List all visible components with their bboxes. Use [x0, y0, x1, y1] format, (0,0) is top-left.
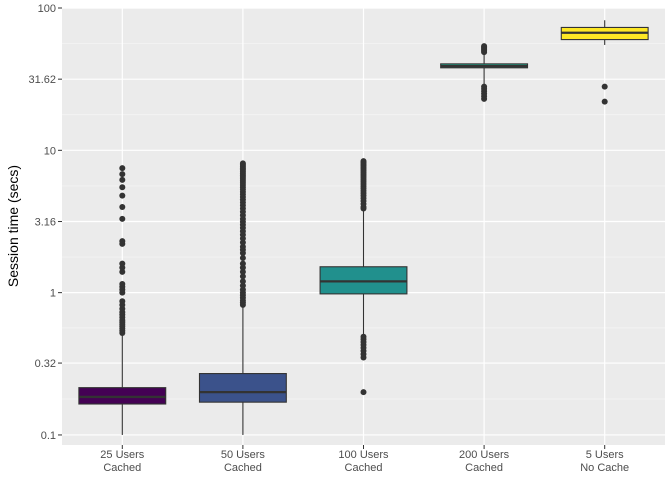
x-tick-label-line1: 25 Users: [100, 449, 145, 461]
outlier-point: [119, 176, 126, 183]
outlier-point: [239, 278, 246, 285]
y-tick-label: 1: [50, 288, 56, 300]
outlier-point: [239, 243, 246, 250]
y-tick-label: 100: [38, 3, 56, 15]
box-group: [78, 165, 167, 435]
y-tick-label: 10: [44, 145, 56, 157]
outlier-point: [239, 273, 246, 280]
x-tick-label-line2: No Cache: [580, 462, 629, 474]
outlier-point: [119, 171, 126, 178]
box: [198, 373, 287, 403]
outlier-point: [360, 333, 367, 340]
box-series: [78, 20, 649, 435]
x-tick-label-line1: 50 Users: [221, 449, 266, 461]
x-tick-label-line2: Cached: [345, 462, 383, 474]
outlier-point: [481, 43, 488, 50]
y-tick-label: 0.1: [41, 430, 56, 442]
y-axis-ticks: 0.1 0.32 1 3.16 10 31.62 100: [28, 3, 62, 442]
y-axis-title: Session time (secs): [5, 165, 21, 287]
outlier-point: [239, 260, 246, 267]
outlier-point: [360, 389, 367, 396]
outlier-point: [239, 160, 246, 167]
box-group: [440, 43, 529, 102]
outlier-point: [119, 238, 126, 245]
x-tick-label-line2: Cached: [103, 462, 141, 474]
x-tick-label-line1: 200 Users: [459, 449, 510, 461]
x-tick-label-line1: 100 Users: [338, 449, 389, 461]
outlier-point: [601, 83, 608, 90]
outlier-point: [119, 280, 126, 287]
y-tick-label: 3.16: [35, 217, 56, 229]
outlier-point: [119, 215, 126, 222]
outlier-point: [119, 268, 126, 275]
outlier-point: [119, 260, 126, 267]
y-tick-label: 0.32: [35, 358, 56, 370]
box-group: [560, 20, 649, 105]
outlier-point: [119, 298, 126, 305]
outlier-point: [119, 165, 126, 172]
outlier-point: [119, 192, 126, 199]
outlier-point: [119, 203, 126, 210]
x-tick-label-line1: 5 Users: [586, 449, 624, 461]
y-tick-label: 31.62: [28, 74, 56, 86]
box-group: [198, 160, 287, 435]
outlier-point: [360, 158, 367, 165]
outlier-point: [239, 268, 246, 275]
x-tick-label-line2: Cached: [224, 462, 262, 474]
outlier-point: [601, 98, 608, 105]
outlier-point: [239, 255, 246, 262]
outlier-point: [481, 83, 488, 90]
outlier-point: [239, 282, 246, 289]
box-group: [319, 158, 408, 396]
outlier-point: [119, 184, 126, 191]
x-tick-label-line2: Cached: [465, 462, 503, 474]
